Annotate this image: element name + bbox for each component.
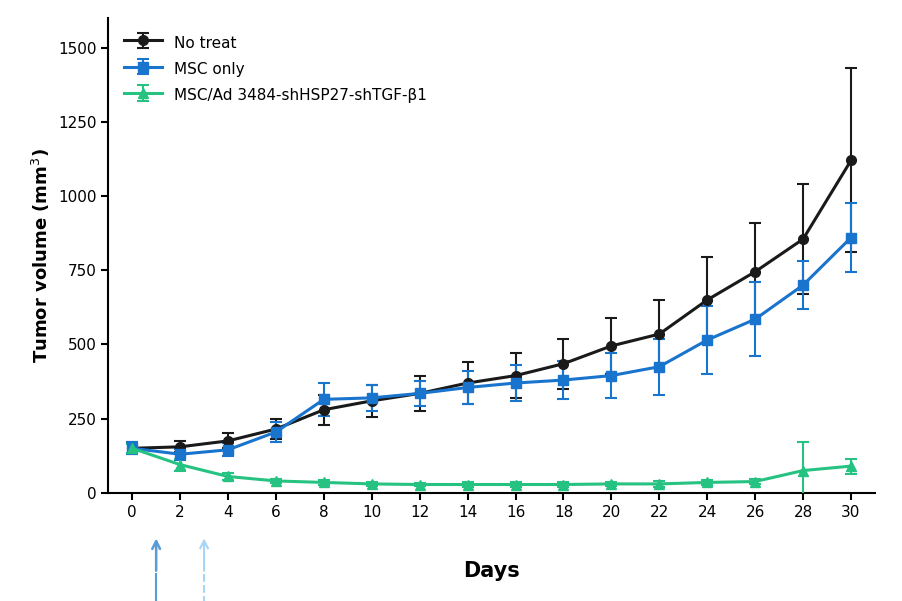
X-axis label: Days: Days — [464, 561, 520, 581]
Legend: No treat, MSC only, MSC/Ad 3484-shHSP27-shTGF-β1: No treat, MSC only, MSC/Ad 3484-shHSP27-… — [115, 26, 435, 112]
Y-axis label: Tumor volume (mm$^3$): Tumor volume (mm$^3$) — [31, 148, 52, 363]
